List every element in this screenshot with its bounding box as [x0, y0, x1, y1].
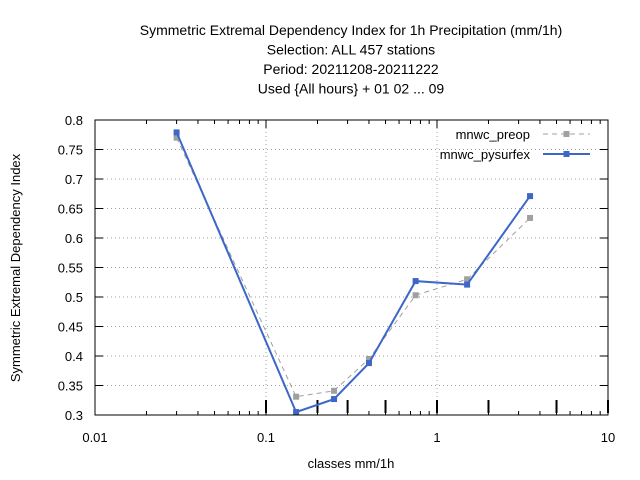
plot-frame — [94, 119, 609, 416]
data-point-mnwc_pysurfex — [464, 281, 471, 288]
y-tick-label: 0.8 — [65, 113, 83, 128]
y-tick-label: 0.35 — [58, 379, 83, 394]
x-tick-label: 0.1 — [257, 430, 275, 445]
data-point-mnwc_pysurfex — [293, 409, 300, 416]
y-tick-label: 0.4 — [65, 349, 83, 364]
y-tick-label: 0.3 — [65, 408, 83, 423]
data-point-mnwc_preop — [331, 387, 338, 394]
series-layer — [173, 129, 534, 416]
x-tick-label: 0.01 — [82, 430, 107, 445]
x-tick-label: 1 — [433, 430, 440, 445]
y-tick-label: 0.45 — [58, 320, 83, 335]
y-tick-label: 0.65 — [58, 202, 83, 217]
data-point-mnwc_pysurfex — [331, 396, 338, 403]
title-line-3: Used {All hours} + 01 02 ... 09 — [258, 81, 445, 97]
data-point-mnwc_pysurfex — [527, 193, 534, 200]
x-axis-label: classes mm/1h — [308, 456, 395, 471]
data-point-mnwc_preop — [412, 292, 419, 299]
data-point-mnwc_preop — [365, 355, 372, 362]
series-line-mnwc_pysurfex — [175, 132, 531, 414]
legend-label-mnwc_pysurfex: mnwc_pysurfex — [440, 147, 531, 162]
y-axis-label: Symmetric Extremal Dependency Index — [8, 153, 23, 382]
y-tick-label: 0.75 — [58, 143, 83, 158]
title-line-0: Symmetric Extremal Dependency Index for … — [140, 22, 563, 38]
x-tick-labels: 0.01 0.1 1 10 — [82, 430, 615, 445]
y-tick-label: 0.7 — [65, 172, 83, 187]
legend-marker-mnwc_pysurfex — [563, 151, 570, 157]
chart-title: Symmetric Extremal Dependency Index for … — [140, 22, 563, 97]
legend: mnwc_preop mnwc_pysurfex — [440, 127, 590, 162]
data-point-mnwc_pysurfex — [173, 129, 180, 136]
legend-label-mnwc_preop: mnwc_preop — [456, 127, 530, 142]
title-line-2: Period: 20211208-20211222 — [263, 61, 439, 77]
data-point-mnwc_preop — [527, 214, 534, 221]
data-point-mnwc_pysurfex — [412, 278, 419, 285]
series-line-mnwc_preop — [176, 137, 531, 398]
title-line-1: Selection: ALL 457 stations — [267, 42, 435, 58]
data-point-mnwc_preop — [293, 393, 300, 400]
grid — [95, 120, 608, 415]
data-point-mnwc_preop — [464, 276, 471, 283]
legend-marker-mnwc_preop — [563, 131, 570, 137]
data-point-mnwc_preop — [173, 134, 180, 141]
y-tick-label: 0.6 — [65, 231, 83, 246]
data-point-mnwc_pysurfex — [365, 360, 372, 367]
y-tick-labels: 0.3 0.35 0.4 0.45 0.5 0.55 0.6 0.65 0.7 0.75 0.8 — [58, 113, 83, 423]
y-tick-label: 0.55 — [58, 261, 83, 276]
x-tick-label: 10 — [601, 430, 615, 445]
y-tick-label: 0.5 — [65, 290, 83, 305]
